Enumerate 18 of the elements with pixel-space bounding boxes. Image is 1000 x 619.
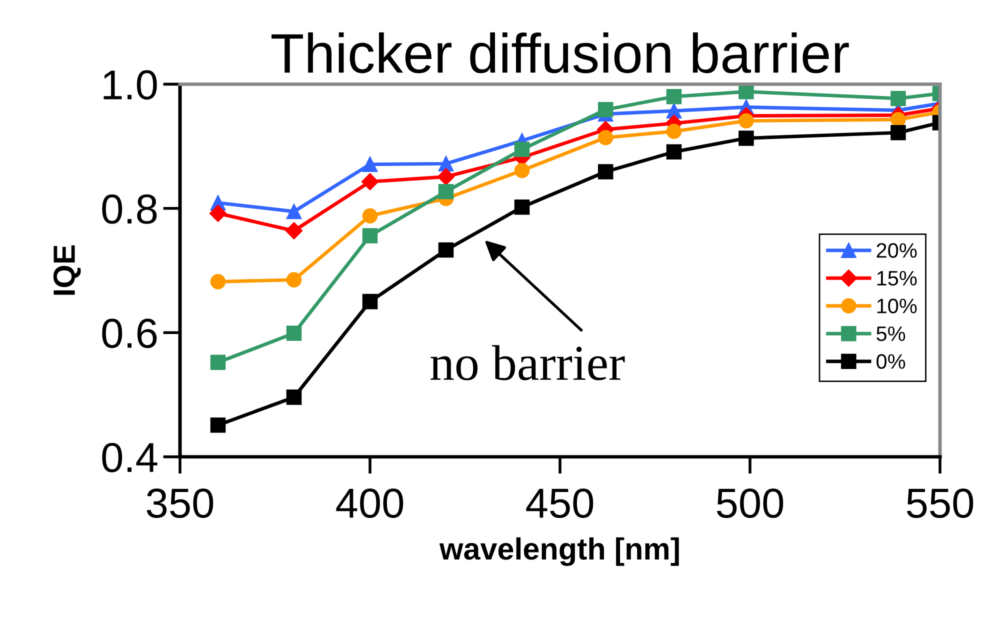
chart-title: Thicker diffusion barrier	[272, 32, 849, 74]
x-tick-label: 350	[146, 488, 214, 518]
x-tick-label: 400	[336, 488, 404, 518]
y-tick-label: 0.8	[102, 194, 157, 224]
x-tick-label: 550	[906, 488, 974, 518]
x-axis-title: wavelength [nm]	[439, 537, 679, 566]
legend-label: 20%	[876, 243, 917, 258]
legend-label: 0%	[876, 354, 906, 369]
legend-label: 15%	[877, 270, 917, 286]
annotation: no barrier	[430, 345, 625, 380]
legend-label: 10%	[877, 298, 917, 314]
y-tick-label: 0.4	[102, 442, 158, 472]
x-tick-label: 500	[716, 488, 784, 518]
y-tick-label: 1.0	[104, 70, 157, 100]
x-tick-label: 450	[526, 488, 594, 518]
legend-label: 5%	[876, 326, 906, 342]
y-axis-title: IQE	[53, 245, 81, 295]
y-tick-label: 0.6	[102, 318, 157, 348]
